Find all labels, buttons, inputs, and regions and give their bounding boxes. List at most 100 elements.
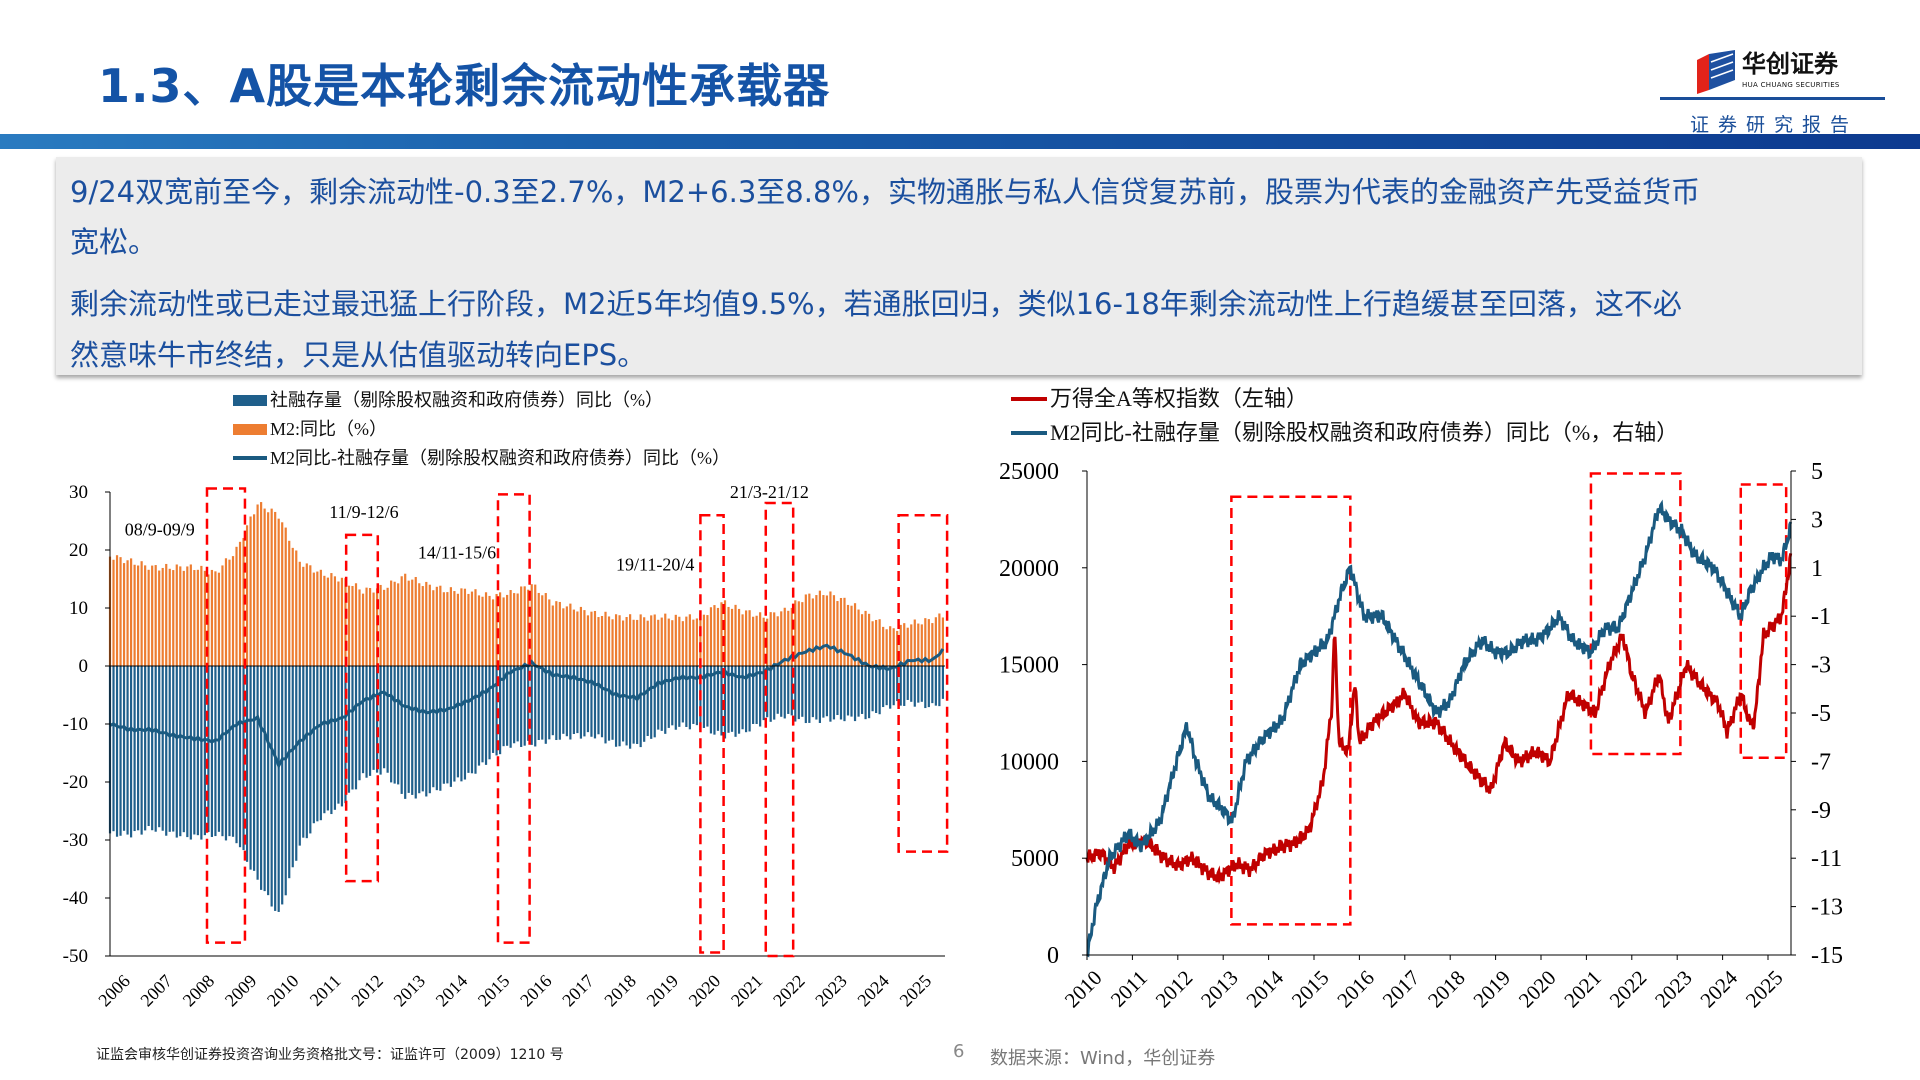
m2-bar	[548, 599, 551, 666]
m2-bar	[340, 577, 344, 666]
m2-bar	[709, 607, 713, 666]
x-tick-label: 2018	[600, 971, 640, 1011]
m2-bar	[913, 619, 916, 666]
m2-bar	[843, 597, 846, 666]
x-tick-label: 2024	[853, 971, 893, 1011]
m2-bar	[643, 617, 646, 666]
m2-bar	[456, 593, 460, 666]
legend-label: M2同比-社融存量（剔除股权融资和政府债券）同比（%，右轴）	[1050, 420, 1679, 445]
m2-bar	[766, 618, 769, 666]
m2-bar	[133, 564, 136, 666]
tsf-bar	[161, 666, 164, 831]
tsf-bar	[495, 666, 498, 756]
period-annotation: 21/3-21/12	[730, 482, 809, 502]
m2-bar	[920, 624, 923, 666]
tsf-bar	[337, 666, 340, 804]
tsf-bar	[119, 666, 122, 836]
x-tick-label: 2017	[1378, 966, 1425, 1013]
m2-bar	[252, 514, 256, 666]
period-annotation: 11/9-12/6	[329, 502, 398, 522]
tsf-bar	[748, 666, 751, 732]
tsf-bar	[541, 666, 544, 740]
summary-line: 9/24双宽前至今，剩余流动性-0.3至2.7%，M2+6.3至8.8%，实物通…	[70, 175, 1700, 209]
tsf-bar	[523, 666, 526, 746]
m2-bar	[692, 619, 695, 666]
m2-bar	[158, 570, 161, 666]
tsf-bar	[129, 666, 133, 838]
tsf-bar	[920, 666, 923, 702]
m2-bar	[404, 573, 407, 666]
tsf-bar	[277, 666, 280, 912]
x-tick-label: 2012	[347, 971, 387, 1011]
tsf-bar	[811, 666, 814, 718]
tsf-bar	[850, 666, 853, 717]
m2-bar	[122, 563, 126, 666]
legend-swatch	[1011, 430, 1047, 435]
tsf-bar	[825, 666, 829, 717]
tsf-bar	[245, 666, 249, 862]
x-tick-label: 2010	[1060, 966, 1107, 1013]
m2-bar	[801, 602, 804, 666]
tsf-bar	[597, 666, 600, 735]
y-tick-label: 30	[69, 482, 88, 503]
m2-bar	[688, 614, 691, 666]
tsf-bar	[941, 666, 944, 699]
m2-bar	[572, 609, 575, 666]
tsf-bar	[442, 666, 445, 784]
m2-bar	[625, 617, 628, 666]
m2-bar	[168, 568, 171, 666]
m2-bar	[179, 566, 182, 666]
m2-bar	[650, 615, 653, 666]
tsf-bar	[808, 666, 811, 723]
m2-bar	[678, 616, 681, 666]
tsf-bar	[544, 666, 547, 744]
y-tick-label-right: -15	[1811, 943, 1843, 969]
tsf-bar	[839, 666, 843, 720]
m2-bar	[474, 589, 477, 666]
m2-bar	[182, 570, 185, 666]
m2-bar	[161, 567, 164, 666]
m2-bar	[780, 611, 783, 666]
tsf-bar	[126, 666, 129, 835]
m2-bar	[864, 610, 867, 666]
tsf-bar	[158, 666, 161, 828]
tsf-bar	[340, 666, 344, 807]
x-tick-label: 2022	[769, 971, 809, 1011]
m2-bar	[783, 607, 786, 666]
legend-item-m2: M2:同比（%）	[233, 419, 387, 440]
tsf-bar	[548, 666, 551, 740]
m2-bar	[537, 592, 540, 666]
tsf-bar	[203, 666, 206, 836]
y-tick-label: 0	[79, 656, 89, 677]
m2-bar	[256, 504, 259, 666]
m2-bar	[217, 572, 221, 666]
tsf-bar	[671, 666, 674, 726]
m2-bar	[829, 591, 832, 666]
license-text: 证监会审核华创证券投资咨询业务资格批文号：证监许可（2009）1210 号	[96, 1047, 564, 1063]
y-tick-label-right: -9	[1811, 798, 1831, 824]
tsf-bar	[878, 666, 881, 715]
m2-bar	[892, 628, 895, 666]
tsf-bar	[151, 666, 154, 831]
tsf-bar	[744, 666, 748, 733]
m2-bar	[727, 606, 730, 666]
tsf-bar	[572, 666, 575, 735]
tsf-bar	[242, 666, 245, 851]
spread-line	[109, 643, 945, 770]
tsf-bar	[481, 666, 484, 763]
tsf-bar	[393, 666, 396, 784]
m2-bar	[298, 561, 301, 666]
legend-item-spread: M2同比-社融存量（剔除股权融资和政府债券）同比（%）	[233, 448, 730, 469]
legend-label: M2:同比（%）	[270, 419, 387, 439]
logo-text: 华创证券	[1742, 50, 1838, 78]
m2-bar	[776, 616, 779, 666]
y-tick-label: -10	[63, 714, 88, 735]
m2-bar	[752, 616, 755, 666]
tsf-bar	[857, 666, 860, 717]
legend-label: 社融存量（剔除股权融资和政府债券）同比（%）	[270, 390, 663, 410]
m2-bar	[769, 612, 772, 666]
m2-bar	[941, 617, 944, 666]
m2-bar	[467, 593, 470, 666]
summary-line: 宽松。	[70, 225, 158, 259]
tsf-bar	[836, 666, 839, 716]
